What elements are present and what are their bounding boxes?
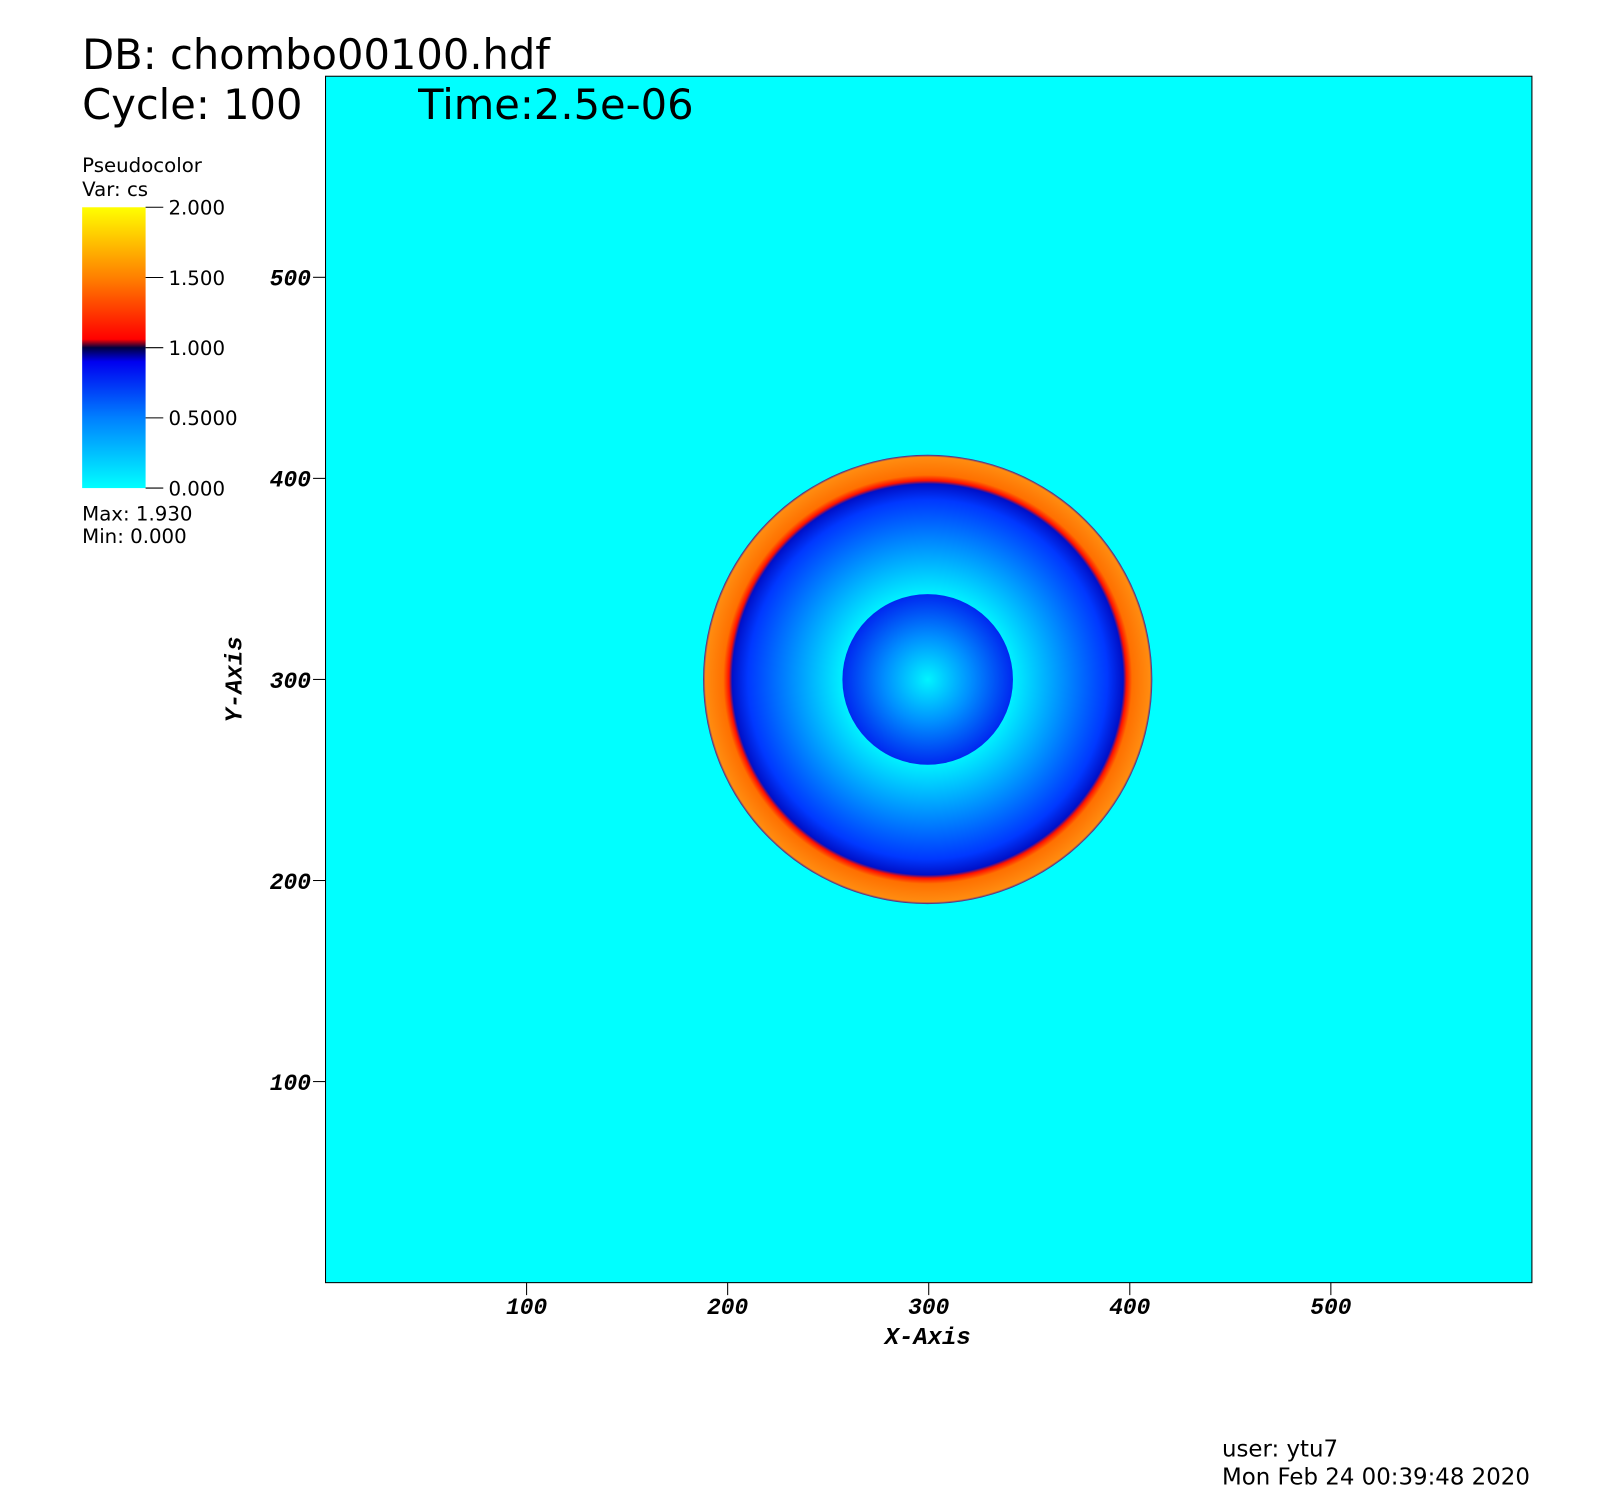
y-axis-label: Y-Axis <box>222 636 249 722</box>
y-tick-label: 100 <box>270 1071 311 1097</box>
colorbar-tick-label: 1.500 <box>168 267 225 290</box>
x-tick-label: 500 <box>1310 1295 1351 1321</box>
colorbar-tick-label: 0.5000 <box>168 407 237 430</box>
cycle: Cycle: 100 <box>82 80 302 129</box>
x-tick-label: 400 <box>1109 1295 1150 1321</box>
variable: Var: cs <box>82 178 148 201</box>
legend-title: Pseudocolor <box>82 154 203 177</box>
y-tick-label: 300 <box>270 669 311 695</box>
time: Time:2.5e-06 <box>417 80 693 129</box>
x-tick-label: 100 <box>506 1295 547 1321</box>
db-title: DB: chombo00100.hdf <box>82 30 551 79</box>
y-tick-label: 400 <box>270 468 311 494</box>
y-tick-label: 200 <box>270 870 311 896</box>
user: user: ytu7 <box>1222 1436 1338 1462</box>
colorbar-tick-label: 1.000 <box>168 337 225 360</box>
min-label: Min: 0.000 <box>82 525 187 548</box>
y-tick-label: 500 <box>270 267 311 293</box>
colorbar <box>82 207 146 489</box>
colorbar-tick-label: 0.000 <box>168 477 225 500</box>
max-label: Max: 1.930 <box>82 502 192 525</box>
x-tick-label: 200 <box>707 1295 748 1321</box>
date: Mon Feb 24 00:39:48 2020 <box>1222 1464 1530 1490</box>
core <box>842 594 1013 765</box>
x-axis-label: X-Axis <box>883 1325 971 1352</box>
x-tick-label: 300 <box>908 1295 949 1321</box>
colorbar-tick-label: 2.000 <box>168 197 225 220</box>
